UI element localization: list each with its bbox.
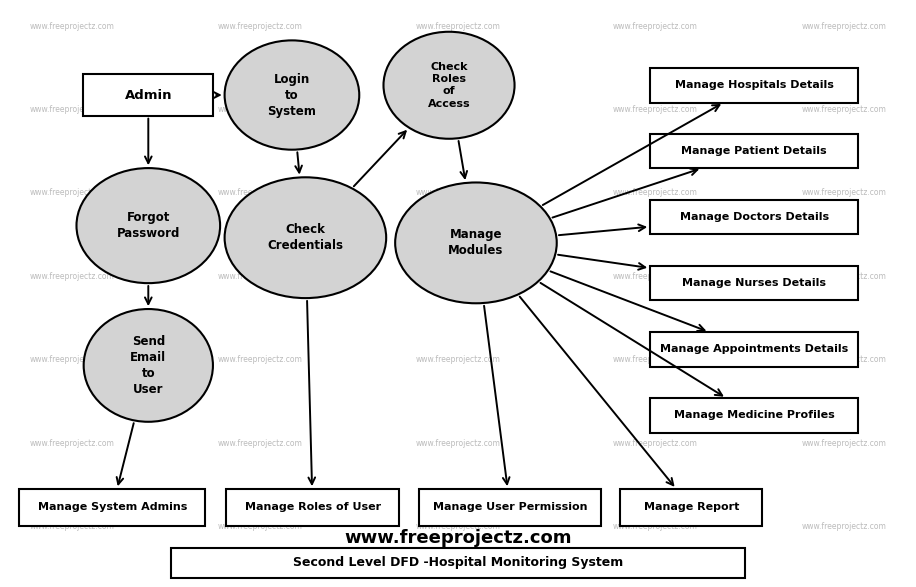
FancyBboxPatch shape bbox=[83, 75, 213, 116]
Text: www.freeprojectz.com: www.freeprojectz.com bbox=[802, 272, 887, 281]
Text: Check
Credentials: Check Credentials bbox=[267, 223, 344, 252]
Text: Second Level DFD -Hospital Monitoring System: Second Level DFD -Hospital Monitoring Sy… bbox=[293, 556, 623, 569]
Text: www.freeprojectz.com: www.freeprojectz.com bbox=[416, 355, 500, 364]
Text: www.freeprojectz.com: www.freeprojectz.com bbox=[29, 522, 114, 531]
Text: www.freeprojectz.com: www.freeprojectz.com bbox=[218, 272, 303, 281]
Text: Send
Email
to
User: Send Email to User bbox=[130, 335, 167, 396]
Text: www.freeprojectz.com: www.freeprojectz.com bbox=[416, 22, 500, 31]
Text: Forgot
Password: Forgot Password bbox=[116, 211, 180, 240]
FancyBboxPatch shape bbox=[650, 332, 858, 366]
Text: www.freeprojectz.com: www.freeprojectz.com bbox=[29, 438, 114, 447]
Text: www.freeprojectz.com: www.freeprojectz.com bbox=[218, 438, 303, 447]
Text: www.freeprojectz.com: www.freeprojectz.com bbox=[802, 522, 887, 531]
FancyBboxPatch shape bbox=[650, 200, 858, 234]
Text: www.freeprojectz.com: www.freeprojectz.com bbox=[29, 105, 114, 114]
FancyBboxPatch shape bbox=[650, 134, 858, 168]
FancyBboxPatch shape bbox=[650, 266, 858, 301]
Text: www.freeprojectz.com: www.freeprojectz.com bbox=[416, 438, 500, 447]
Text: www.freeprojectz.com: www.freeprojectz.com bbox=[613, 22, 698, 31]
Text: www.freeprojectz.com: www.freeprojectz.com bbox=[29, 188, 114, 197]
Text: www.freeprojectz.com: www.freeprojectz.com bbox=[29, 272, 114, 281]
Ellipse shape bbox=[224, 41, 359, 150]
Text: www.freeprojectz.com: www.freeprojectz.com bbox=[613, 355, 698, 364]
Text: www.freeprojectz.com: www.freeprojectz.com bbox=[416, 105, 500, 114]
Text: Manage Appointments Details: Manage Appointments Details bbox=[660, 345, 848, 355]
Ellipse shape bbox=[395, 183, 557, 303]
Text: www.freeprojectz.com: www.freeprojectz.com bbox=[802, 22, 887, 31]
Text: www.freeprojectz.com: www.freeprojectz.com bbox=[802, 355, 887, 364]
Text: www.freeprojectz.com: www.freeprojectz.com bbox=[218, 188, 303, 197]
Text: Manage Patient Details: Manage Patient Details bbox=[682, 146, 827, 156]
FancyBboxPatch shape bbox=[420, 489, 601, 526]
Text: Admin: Admin bbox=[125, 89, 172, 102]
Text: www.freeprojectz.com: www.freeprojectz.com bbox=[344, 529, 572, 547]
Text: Login
to
System: Login to System bbox=[267, 73, 316, 117]
Text: www.freeprojectz.com: www.freeprojectz.com bbox=[802, 438, 887, 447]
Text: www.freeprojectz.com: www.freeprojectz.com bbox=[29, 22, 114, 31]
Ellipse shape bbox=[76, 168, 220, 283]
Text: www.freeprojectz.com: www.freeprojectz.com bbox=[218, 105, 303, 114]
Text: Check
Roles
of
Access: Check Roles of Access bbox=[428, 62, 470, 109]
Text: www.freeprojectz.com: www.freeprojectz.com bbox=[802, 188, 887, 197]
FancyBboxPatch shape bbox=[650, 398, 858, 433]
FancyBboxPatch shape bbox=[650, 68, 858, 103]
Text: Manage Roles of User: Manage Roles of User bbox=[245, 502, 381, 512]
Text: Manage Nurses Details: Manage Nurses Details bbox=[682, 278, 826, 288]
Text: Manage User Permission: Manage User Permission bbox=[433, 502, 587, 512]
Text: www.freeprojectz.com: www.freeprojectz.com bbox=[613, 522, 698, 531]
Text: www.freeprojectz.com: www.freeprojectz.com bbox=[613, 438, 698, 447]
Text: www.freeprojectz.com: www.freeprojectz.com bbox=[613, 105, 698, 114]
Text: www.freeprojectz.com: www.freeprojectz.com bbox=[416, 188, 500, 197]
FancyBboxPatch shape bbox=[170, 548, 746, 578]
Text: Manage System Admins: Manage System Admins bbox=[38, 502, 187, 512]
Text: www.freeprojectz.com: www.freeprojectz.com bbox=[29, 355, 114, 364]
Text: www.freeprojectz.com: www.freeprojectz.com bbox=[613, 188, 698, 197]
Text: www.freeprojectz.com: www.freeprojectz.com bbox=[218, 522, 303, 531]
Text: Manage Hospitals Details: Manage Hospitals Details bbox=[675, 80, 834, 90]
Text: Manage Doctors Details: Manage Doctors Details bbox=[680, 212, 829, 222]
Text: Manage Medicine Profiles: Manage Medicine Profiles bbox=[674, 410, 834, 420]
FancyBboxPatch shape bbox=[226, 489, 399, 526]
Text: Manage Report: Manage Report bbox=[644, 502, 739, 512]
Text: www.freeprojectz.com: www.freeprojectz.com bbox=[218, 22, 303, 31]
Text: www.freeprojectz.com: www.freeprojectz.com bbox=[416, 272, 500, 281]
Ellipse shape bbox=[384, 32, 515, 139]
Text: Manage
Modules: Manage Modules bbox=[448, 228, 504, 257]
Ellipse shape bbox=[224, 177, 387, 298]
FancyBboxPatch shape bbox=[620, 489, 762, 526]
FancyBboxPatch shape bbox=[19, 489, 205, 526]
Text: www.freeprojectz.com: www.freeprojectz.com bbox=[416, 522, 500, 531]
Ellipse shape bbox=[83, 309, 213, 422]
Text: www.freeprojectz.com: www.freeprojectz.com bbox=[218, 355, 303, 364]
Text: www.freeprojectz.com: www.freeprojectz.com bbox=[802, 105, 887, 114]
Text: www.freeprojectz.com: www.freeprojectz.com bbox=[613, 272, 698, 281]
